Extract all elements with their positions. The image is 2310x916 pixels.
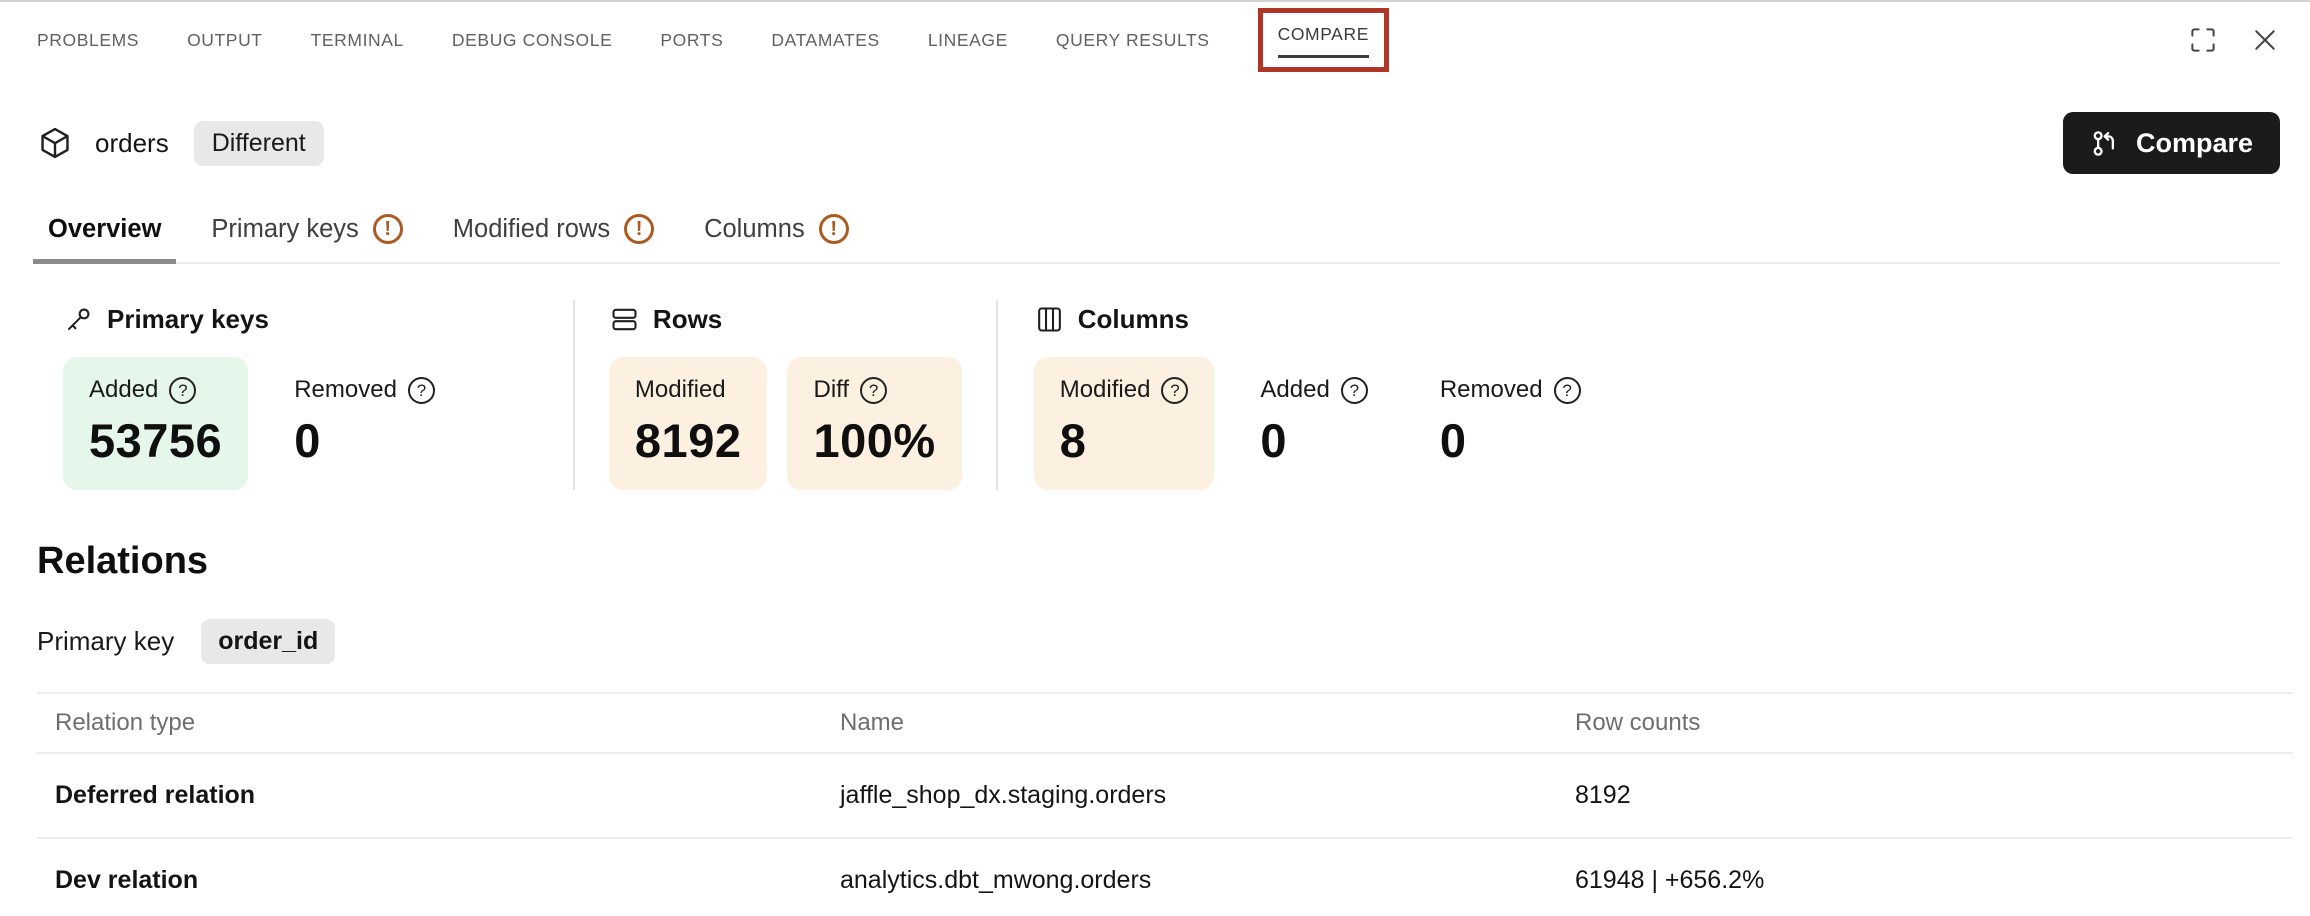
status-badge: Different [193,120,324,166]
alert-circle-icon: ! [372,214,403,244]
compare-header: orders Different Compare [0,112,2310,174]
stat-pk-added: Added ? 53756 [63,357,249,490]
help-circle-icon[interactable]: ? [169,376,197,404]
panel-tab-ports[interactable]: PORTS [660,29,724,50]
tab-primary-keys[interactable]: Primary keys ! [196,214,417,264]
stats-rows: Rows Modified 8192 Diff ? 100% [572,300,996,490]
stat-rows-modified-label: Modified [634,376,726,403]
col-header-name: Name [822,692,1557,754]
cube-icon [41,127,69,159]
panel-tab-terminal[interactable]: TERMINAL [310,29,404,50]
tab-primary-keys-label: Primary keys [211,214,359,243]
alert-circle-icon: ! [624,214,655,244]
cell-row-counts: 8192 [1557,753,2293,839]
git-compare-icon [2093,130,2114,156]
table-row: Deferred relation jaffle_shop_dx.staging… [37,753,2293,839]
stat-rows-diff-label: Diff [813,376,850,403]
rows-icon [612,308,637,331]
alert-circle-icon: ! [818,214,849,244]
cell-row-counts: 61948 | +656.2% [1557,838,2293,916]
compare-tab-annotation: COMPARE [1257,8,1389,72]
tab-columns[interactable]: Columns ! [689,214,864,264]
stat-cols-added-value: 0 [1260,414,1288,467]
compare-button-label: Compare [2135,127,2253,158]
relations-table: Relation type Name Row counts Deferred r… [37,692,2293,916]
stat-cols-removed: Removed ? 0 [1414,357,1607,490]
help-circle-icon[interactable]: ? [1553,376,1581,404]
stat-cols-modified-label: Modified [1059,376,1151,403]
overview-stats: Primary keys Added ? 53756 Removed ? 0 [37,300,2280,490]
stat-pk-removed: Removed ? 0 [268,357,461,490]
stats-columns-title-label: Columns [1077,304,1189,334]
stat-rows-diff-value: 100% [813,414,936,467]
stat-rows-diff: Diff ? 100% [787,357,962,490]
stats-rows-title-label: Rows [652,304,723,334]
panel-tab-compare[interactable]: COMPARE [1277,24,1369,58]
stats-primary-keys: Primary keys Added ? 53756 Removed ? 0 [63,304,573,490]
stat-cols-removed-value: 0 [1439,414,1467,467]
table-row: Dev relation analytics.dbt_mwong.orders … [37,838,2293,916]
stat-cols-added-label: Added [1260,376,1330,403]
columns-icon [1037,307,1061,332]
model-name: orders [95,127,169,158]
panel-tab-problems[interactable]: PROBLEMS [37,29,140,50]
panel-tab-bar: PROBLEMS OUTPUT TERMINAL DEBUG CONSOLE P… [0,0,2310,78]
panel-tabs: PROBLEMS OUTPUT TERMINAL DEBUG CONSOLE P… [37,8,1389,72]
stat-pk-removed-value: 0 [294,414,321,467]
compare-subtabs: Overview Primary keys ! Modified rows ! … [33,214,2280,264]
help-circle-icon[interactable]: ? [1340,376,1368,404]
panel-tab-query-results[interactable]: QUERY RESULTS [1055,29,1210,50]
stat-pk-added-label: Added [89,376,159,403]
tab-overview-label: Overview [48,214,162,243]
col-header-row-counts: Row counts [1557,692,2293,754]
stats-columns: Columns Modified ? 8 Added ? 0 Removed [995,300,1607,490]
close-icon[interactable] [2250,25,2280,55]
stat-cols-added: Added ? 0 [1234,357,1393,490]
cell-relation-type: Deferred relation [37,753,822,839]
relations-table-header-row: Relation type Name Row counts [37,692,2293,754]
stat-pk-removed-label: Removed [294,376,397,403]
panel-tab-compare-label: COMPARE [1277,24,1369,58]
tab-modified-rows[interactable]: Modified rows ! [438,214,669,264]
stat-cols-removed-label: Removed [1439,376,1543,403]
panel-actions [2188,25,2280,55]
cell-name: analytics.dbt_mwong.orders [822,838,1557,916]
primary-key-row: Primary key order_id [37,619,2310,664]
stat-rows-modified-value: 8192 [634,414,742,467]
tab-columns-label: Columns [704,214,805,243]
stat-cols-modified-value: 8 [1059,414,1087,467]
stat-pk-added-value: 53756 [89,414,223,467]
cell-relation-type: Dev relation [37,838,822,916]
tab-overview[interactable]: Overview [33,214,177,264]
stat-rows-modified: Modified 8192 [608,357,768,490]
help-circle-icon[interactable]: ? [1161,376,1189,404]
stats-columns-title: Columns [1034,304,1607,335]
stats-primary-keys-title: Primary keys [63,304,461,335]
primary-key-label: Primary key [37,626,175,656]
maximize-panel-icon[interactable] [2188,25,2218,55]
compare-button[interactable]: Compare [2062,112,2280,174]
stats-primary-keys-title-label: Primary keys [107,304,269,334]
panel-tab-datamates[interactable]: DATAMATES [771,29,880,50]
panel-tab-output[interactable]: OUTPUT [187,29,263,50]
col-header-relation-type: Relation type [37,692,822,754]
help-circle-icon[interactable]: ? [860,376,888,404]
stats-rows-title: Rows [609,304,962,335]
relations-heading: Relations [37,540,209,582]
cell-name: jaffle_shop_dx.staging.orders [822,753,1557,839]
panel-tab-debug-console[interactable]: DEBUG CONSOLE [451,29,613,50]
help-circle-icon[interactable]: ? [407,376,435,404]
key-icon [67,308,90,331]
tab-modified-rows-label: Modified rows [452,214,611,243]
stat-cols-modified: Modified ? 8 [1033,357,1215,490]
primary-key-badge: order_id [201,619,336,664]
panel-tab-lineage[interactable]: LINEAGE [927,29,1008,50]
